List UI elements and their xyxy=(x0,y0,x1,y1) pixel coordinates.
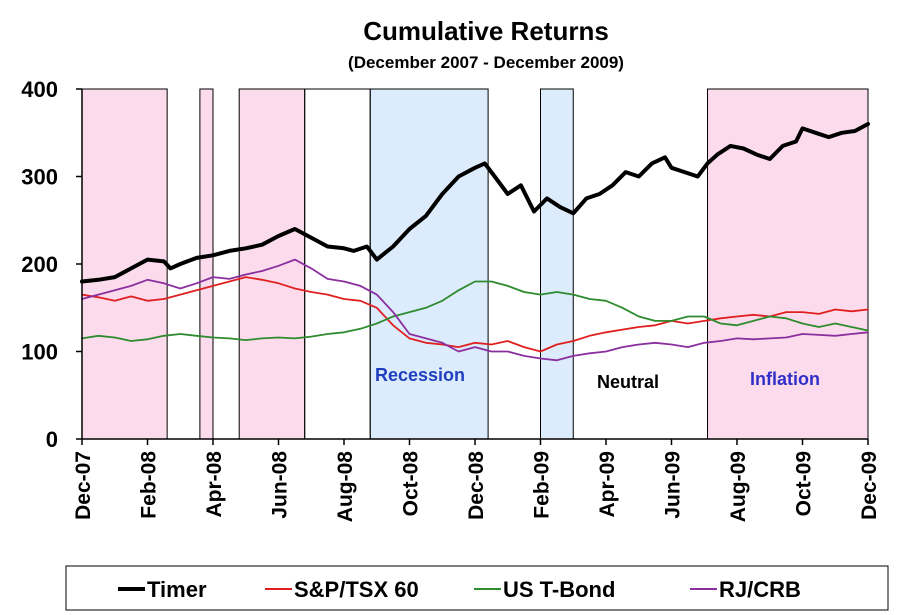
x-tick-label-apr-08: Apr-08 xyxy=(203,451,226,518)
regime-band-inflation-1 xyxy=(199,89,213,439)
legend: Timer S&P/TSX 60 US T-Bond RJ/CRB xyxy=(65,565,889,611)
regime-band-inflation-2 xyxy=(239,89,305,439)
y-tick-label-0: 0 xyxy=(46,427,58,452)
y-tick-label-300: 300 xyxy=(21,165,58,190)
axes-layer: 0 100 200 300 400 Dec-07 Feb-08 Apr-08 Jun-08 Aug… xyxy=(21,77,881,522)
x-tick-label-feb-09: Feb-09 xyxy=(531,451,554,519)
regime-band-recession-4 xyxy=(540,89,574,439)
regime-label-inflation: Inflation xyxy=(750,369,820,389)
x-tick-label-jun-08: Jun-08 xyxy=(269,451,292,519)
regime-label-recession: Recession xyxy=(375,365,465,385)
x-tick-label-dec-07: Dec-07 xyxy=(72,451,95,520)
x-tick-label-dec-09: Dec-09 xyxy=(858,451,881,520)
series-line-rj-crb xyxy=(81,258,869,362)
x-tick-label-aug-08: Aug-08 xyxy=(334,451,357,522)
series-line-timer xyxy=(80,122,870,284)
y-tick-label-200: 200 xyxy=(21,252,58,277)
y-tick-label-100: 100 xyxy=(21,340,58,365)
legend-label-rj-crb: RJ/CRB xyxy=(719,577,801,602)
x-tick-label-oct-08: Oct-08 xyxy=(400,451,423,517)
y-tick-label-400: 400 xyxy=(21,77,58,102)
legend-label-s-p-tsx-60: S&P/TSX 60 xyxy=(294,577,419,602)
regime-band-inflation-0 xyxy=(82,89,168,439)
x-tick-label-oct-09: Oct-09 xyxy=(793,451,816,516)
regime-band-recession-3 xyxy=(370,89,489,439)
chart-title: Cumulative Returns xyxy=(363,16,609,46)
regime-labels-layer: Recession Inflation Neutral xyxy=(375,365,820,392)
x-tick-label-dec-08: Dec-08 xyxy=(465,451,488,520)
x-tick-label-apr-09: Apr-09 xyxy=(596,451,619,518)
series-line-us-t-bond xyxy=(81,280,869,342)
x-tick-label-jun-09: Jun-09 xyxy=(662,451,685,519)
legend-label-us-t-bond: US T-Bond xyxy=(503,577,615,602)
regime-border-3 xyxy=(304,88,371,440)
x-tick-label-feb-08: Feb-08 xyxy=(138,451,161,519)
x-tick-label-aug-09: Aug-09 xyxy=(727,451,750,522)
series-layer xyxy=(80,122,870,362)
regime-label-neutral: Neutral xyxy=(597,372,659,392)
chart-subtitle: (December 2007 - December 2009) xyxy=(348,53,624,72)
series-line-s-p-tsx-60 xyxy=(81,276,869,353)
legend-label-timer: Timer xyxy=(147,577,207,602)
